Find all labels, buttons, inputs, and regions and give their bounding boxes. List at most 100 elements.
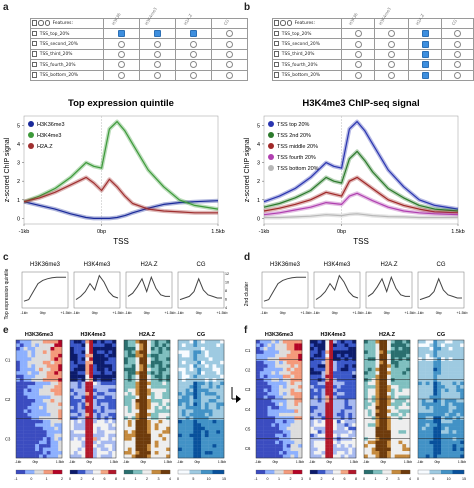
checkbox-unchecked[interactable]	[226, 71, 233, 79]
colorbar-label: 8	[115, 477, 117, 481]
checkbox-cell[interactable]	[441, 48, 474, 61]
checkbox-checked[interactable]	[421, 30, 429, 38]
mini-y-tick: 4	[225, 306, 227, 310]
checkbox-unchecked[interactable]	[226, 30, 233, 38]
checkbox-cell[interactable]	[139, 59, 176, 71]
checkbox-cell[interactable]	[374, 38, 410, 50]
checkbox-unchecked[interactable]	[118, 50, 125, 58]
table-row: TSS_top_20%	[30, 27, 248, 40]
checkbox-checked[interactable]	[421, 71, 429, 79]
checkbox-unchecked[interactable]	[118, 40, 125, 48]
checkbox-unchecked[interactable]	[454, 40, 461, 48]
checkbox-unchecked[interactable]	[154, 40, 161, 48]
checkbox-cell[interactable]	[139, 48, 176, 61]
mini-x-tick: -1kb	[261, 311, 268, 315]
checkbox-cell[interactable]	[374, 27, 410, 40]
checkbox-unchecked[interactable]	[354, 71, 362, 79]
checkbox-cell[interactable]	[341, 59, 376, 71]
checkbox-cell[interactable]	[441, 38, 474, 50]
checkbox-cell[interactable]	[408, 69, 442, 81]
checkbox-unchecked[interactable]	[226, 40, 233, 48]
row-label: TSS_fourth_20%	[271, 59, 343, 71]
checkbox-cell[interactable]	[103, 38, 140, 50]
checkbox-cell[interactable]	[211, 38, 248, 50]
mini-x-tick: 0bp	[40, 311, 46, 315]
checkbox-cell[interactable]	[103, 59, 140, 71]
checkbox-cell[interactable]	[139, 69, 176, 81]
checkbox-unchecked[interactable]	[190, 50, 197, 58]
checkbox-cell[interactable]	[374, 69, 410, 81]
checkbox-unchecked[interactable]	[454, 50, 461, 58]
checkbox-checked[interactable]	[154, 30, 161, 38]
panel-label-a: a	[3, 2, 9, 13]
checkbox-unchecked[interactable]	[118, 71, 125, 79]
checkbox-cell[interactable]	[211, 48, 248, 61]
checkbox-cell[interactable]	[139, 27, 176, 40]
heatmap-0	[256, 340, 303, 459]
checkbox-unchecked[interactable]	[354, 30, 362, 38]
heatmap-title: CG	[197, 332, 205, 338]
checkbox-cell[interactable]	[175, 69, 212, 81]
checkbox-unchecked[interactable]	[190, 40, 197, 48]
checkbox-checked[interactable]	[421, 61, 429, 69]
checkbox-unchecked[interactable]	[354, 61, 362, 69]
checkbox-cell[interactable]	[175, 59, 212, 71]
checkbox-checked[interactable]	[190, 30, 197, 38]
checkbox-unchecked[interactable]	[388, 61, 396, 69]
checkbox-cell[interactable]	[408, 27, 442, 40]
checkbox-cell[interactable]	[441, 27, 474, 40]
checkbox-checked[interactable]	[421, 40, 429, 48]
checkbox-unchecked[interactable]	[226, 50, 233, 58]
colorbar-frame	[69, 469, 117, 475]
checkbox-unchecked[interactable]	[388, 30, 396, 38]
checkbox-checked[interactable]	[421, 50, 429, 58]
checkbox-cell[interactable]	[103, 69, 140, 81]
checkbox-unchecked[interactable]	[118, 61, 125, 69]
checkbox-unchecked[interactable]	[154, 71, 161, 79]
checkbox-cell[interactable]	[341, 48, 376, 61]
checkbox-unchecked[interactable]	[354, 40, 362, 48]
checkbox-unchecked[interactable]	[354, 50, 362, 58]
checkbox-cell[interactable]	[175, 27, 212, 40]
checkbox-cell[interactable]	[175, 48, 212, 61]
table-row: TSS_fourth_20%	[271, 59, 474, 71]
checkbox-cell[interactable]	[441, 59, 474, 71]
checkbox-checked[interactable]	[118, 30, 125, 38]
checkbox-unchecked[interactable]	[154, 61, 161, 69]
colorbar-segment	[124, 470, 134, 474]
checkbox-cell[interactable]	[211, 27, 248, 40]
checkbox-cell[interactable]	[441, 69, 474, 81]
checkbox-cell[interactable]	[341, 27, 376, 40]
checkbox-unchecked[interactable]	[454, 71, 461, 79]
checkbox-cell[interactable]	[374, 48, 410, 61]
checkbox-unchecked[interactable]	[454, 30, 461, 38]
checkbox-unchecked[interactable]	[388, 40, 396, 48]
checkbox-cell[interactable]	[211, 59, 248, 71]
y-tick-label: 0	[257, 216, 260, 222]
colorbar-label: 2	[321, 477, 323, 481]
checkbox-unchecked[interactable]	[190, 61, 197, 69]
checkbox-cell[interactable]	[408, 38, 442, 50]
checkbox-unchecked[interactable]	[190, 71, 197, 79]
checkbox-unchecked[interactable]	[388, 71, 396, 79]
checkbox-unchecked[interactable]	[388, 50, 396, 58]
checkbox-cell[interactable]	[211, 69, 248, 81]
heatmap-title: H3K4me3	[320, 332, 345, 338]
checkbox-unchecked[interactable]	[226, 61, 233, 69]
plot-frame	[263, 115, 459, 225]
colorbar-segment	[310, 470, 318, 474]
mini-x-tick: -1kb	[177, 311, 184, 315]
checkbox-cell[interactable]	[103, 27, 140, 40]
checkbox-cell[interactable]	[103, 48, 140, 61]
mini-title: H3K36me3	[30, 262, 61, 268]
checkbox-cell[interactable]	[408, 59, 442, 71]
checkbox-cell[interactable]	[341, 69, 376, 81]
checkbox-unchecked[interactable]	[454, 61, 461, 69]
checkbox-unchecked[interactable]	[154, 50, 161, 58]
mini-y-tick: 6	[225, 298, 227, 302]
checkbox-cell[interactable]	[408, 48, 442, 61]
checkbox-cell[interactable]	[341, 38, 376, 50]
checkbox-cell[interactable]	[139, 38, 176, 50]
checkbox-cell[interactable]	[374, 59, 410, 71]
checkbox-cell[interactable]	[175, 38, 212, 50]
